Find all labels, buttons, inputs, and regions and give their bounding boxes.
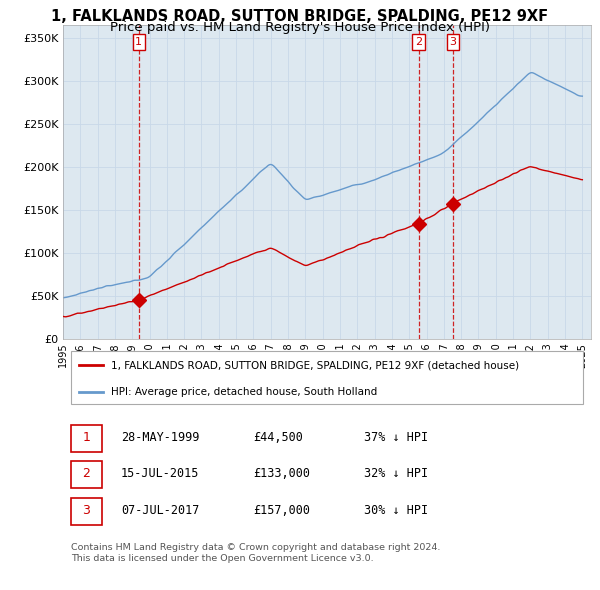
- Text: 3: 3: [449, 37, 457, 47]
- Text: 2: 2: [415, 37, 422, 47]
- Text: 30% ↓ HPI: 30% ↓ HPI: [364, 504, 428, 517]
- Text: 07-JUL-2017: 07-JUL-2017: [121, 504, 199, 517]
- Text: 1, FALKLANDS ROAD, SUTTON BRIDGE, SPALDING, PE12 9XF (detached house): 1, FALKLANDS ROAD, SUTTON BRIDGE, SPALDI…: [110, 360, 518, 370]
- Text: £133,000: £133,000: [253, 467, 310, 480]
- Text: 2: 2: [82, 467, 90, 480]
- Text: 1, FALKLANDS ROAD, SUTTON BRIDGE, SPALDING, PE12 9XF: 1, FALKLANDS ROAD, SUTTON BRIDGE, SPALDI…: [52, 9, 548, 24]
- FancyBboxPatch shape: [71, 425, 101, 452]
- Text: 1: 1: [82, 431, 90, 444]
- FancyBboxPatch shape: [71, 352, 583, 404]
- Text: 3: 3: [82, 504, 90, 517]
- Text: 37% ↓ HPI: 37% ↓ HPI: [364, 431, 428, 444]
- Text: 15-JUL-2015: 15-JUL-2015: [121, 467, 199, 480]
- Text: £44,500: £44,500: [253, 431, 303, 444]
- Text: Contains HM Land Registry data © Crown copyright and database right 2024.
This d: Contains HM Land Registry data © Crown c…: [71, 543, 440, 563]
- FancyBboxPatch shape: [71, 461, 101, 489]
- FancyBboxPatch shape: [71, 497, 101, 525]
- Text: 28-MAY-1999: 28-MAY-1999: [121, 431, 199, 444]
- Text: Price paid vs. HM Land Registry's House Price Index (HPI): Price paid vs. HM Land Registry's House …: [110, 21, 490, 34]
- Text: 32% ↓ HPI: 32% ↓ HPI: [364, 467, 428, 480]
- Text: £157,000: £157,000: [253, 504, 310, 517]
- Text: 1: 1: [136, 37, 142, 47]
- Text: HPI: Average price, detached house, South Holland: HPI: Average price, detached house, Sout…: [110, 387, 377, 397]
